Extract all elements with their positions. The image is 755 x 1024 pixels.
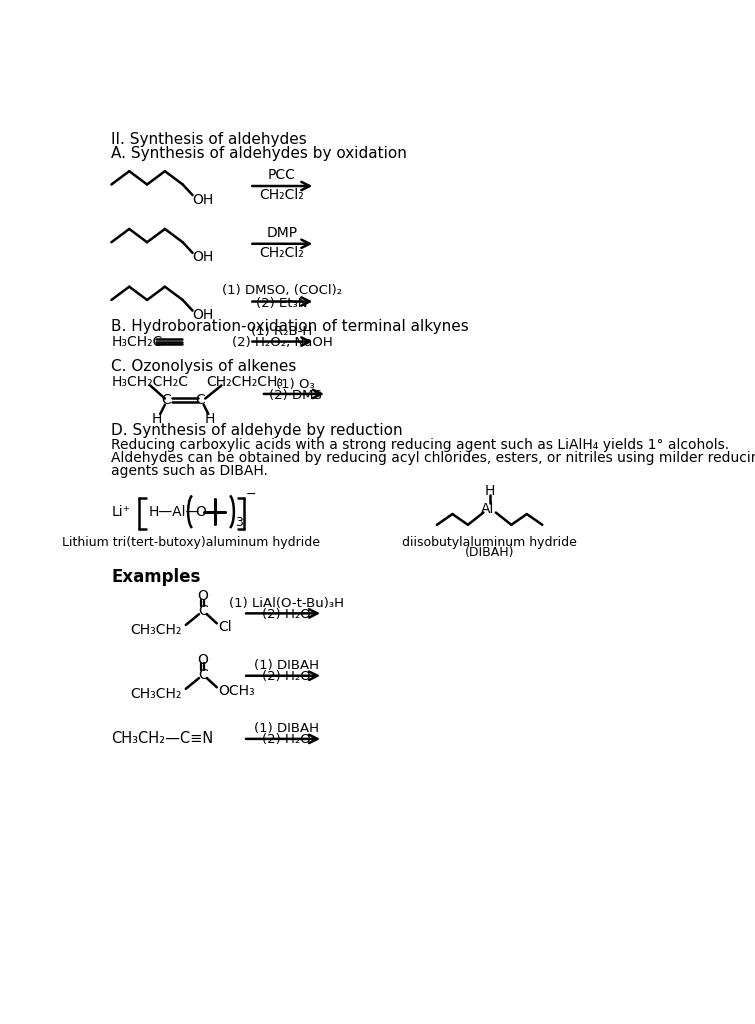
Text: (2) H₂O: (2) H₂O (262, 733, 311, 746)
Text: Examples: Examples (112, 568, 201, 586)
Text: C: C (198, 668, 208, 682)
Text: CH₂CH₂CH₃: CH₂CH₂CH₃ (206, 376, 283, 389)
Text: O: O (195, 505, 206, 519)
Text: Reducing carboxylic acids with a strong reducing agent such as LiAlH₄ yields 1° : Reducing carboxylic acids with a strong … (112, 437, 729, 452)
Text: (2) H₂O₂, NaOH: (2) H₂O₂, NaOH (232, 336, 332, 349)
Text: OCH₃: OCH₃ (218, 684, 255, 698)
Text: Cl: Cl (218, 621, 232, 634)
Text: O: O (198, 590, 208, 603)
Text: C: C (195, 393, 205, 408)
Text: (DIBAH): (DIBAH) (465, 546, 514, 559)
Text: Aldehydes can be obtained by reducing acyl chlorides, esters, or nitriles using : Aldehydes can be obtained by reducing ac… (112, 451, 755, 465)
Text: CH₃CH₂: CH₃CH₂ (130, 687, 181, 701)
Text: Al: Al (482, 503, 495, 516)
Text: H₃CH₂CH₂C: H₃CH₂CH₂C (112, 376, 189, 389)
Text: (1) DMSO, (COCl)₂: (1) DMSO, (COCl)₂ (222, 285, 342, 297)
Text: (1) O₃: (1) O₃ (276, 378, 316, 391)
Text: CH₃CH₂—C≡N: CH₃CH₂—C≡N (112, 731, 214, 746)
Text: diisobutylaluminum hydride: diisobutylaluminum hydride (402, 536, 577, 549)
Text: DMP: DMP (267, 226, 297, 240)
Text: (2) H₂O: (2) H₂O (262, 670, 311, 683)
Text: CH₃CH₂: CH₃CH₂ (130, 624, 181, 637)
Text: OH: OH (193, 250, 214, 264)
Text: A. Synthesis of aldehydes by oxidation: A. Synthesis of aldehydes by oxidation (112, 146, 407, 161)
Text: −: − (245, 487, 256, 501)
Text: H: H (485, 484, 495, 498)
Text: (2) DMS: (2) DMS (270, 389, 322, 402)
Text: (2) Et₃N: (2) Et₃N (256, 297, 308, 309)
Text: Li⁺: Li⁺ (112, 505, 131, 519)
Text: D. Synthesis of aldehyde by reduction: D. Synthesis of aldehyde by reduction (112, 423, 403, 438)
Text: H₃CH₂C: H₃CH₂C (112, 335, 163, 348)
Text: agents such as DIBAH.: agents such as DIBAH. (112, 464, 268, 478)
Text: OH: OH (193, 308, 214, 322)
Text: C: C (198, 604, 208, 618)
Text: H—Al—: H—Al— (149, 505, 200, 519)
Text: (1) DIBAH: (1) DIBAH (254, 659, 319, 672)
Text: (1) DIBAH: (1) DIBAH (254, 722, 319, 735)
Text: II. Synthesis of aldehydes: II. Synthesis of aldehydes (112, 132, 307, 147)
Text: (2) H₂O: (2) H₂O (262, 607, 311, 621)
Text: C: C (161, 393, 171, 408)
Text: O: O (198, 653, 208, 668)
Text: B. Hydroboration-oxidation of terminal alkynes: B. Hydroboration-oxidation of terminal a… (112, 318, 469, 334)
Text: PCC: PCC (268, 168, 296, 182)
Text: H: H (205, 413, 215, 426)
Text: CH₂Cl₂: CH₂Cl₂ (260, 246, 304, 260)
Text: 3: 3 (235, 516, 242, 529)
Text: (1) R₂B-H: (1) R₂B-H (251, 325, 313, 338)
Text: (1) LiAl(O-t-Bu)₃H: (1) LiAl(O-t-Bu)₃H (229, 597, 344, 610)
Text: OH: OH (193, 193, 214, 207)
Text: CH₂Cl₂: CH₂Cl₂ (260, 188, 304, 203)
Text: H: H (152, 413, 162, 426)
Text: Lithium tri(tert-butoxy)aluminum hydride: Lithium tri(tert-butoxy)aluminum hydride (62, 536, 320, 549)
Text: C. Ozonolysis of alkenes: C. Ozonolysis of alkenes (112, 359, 297, 375)
